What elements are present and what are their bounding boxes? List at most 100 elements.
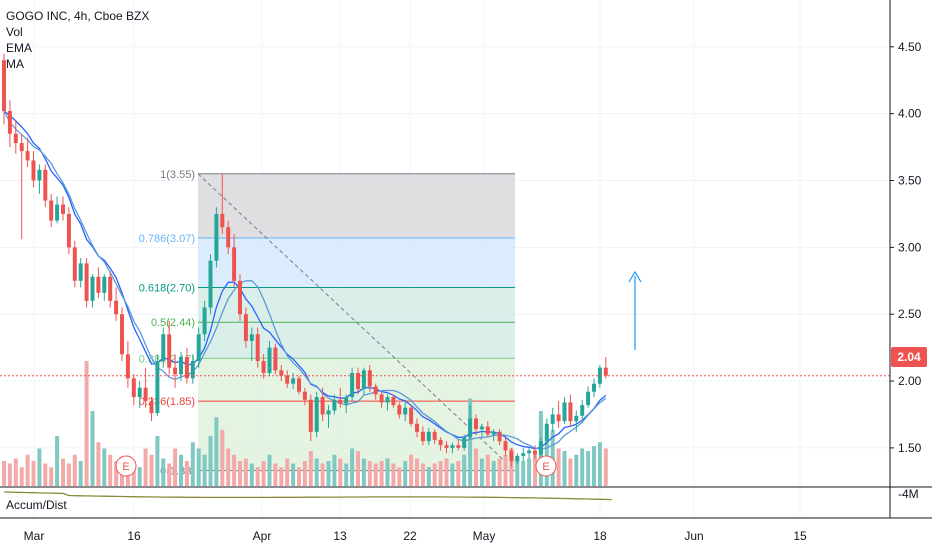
candle <box>420 426 425 446</box>
volume-bar <box>450 463 455 486</box>
candle <box>184 347 189 384</box>
volume-bar <box>515 458 520 486</box>
candlesticks <box>0 53 890 467</box>
candle <box>173 354 178 388</box>
candle <box>232 233 237 288</box>
candle-body <box>72 247 77 281</box>
candle-body <box>66 213 71 248</box>
candle-body <box>391 397 396 406</box>
x-tick-label: Mar <box>24 529 45 543</box>
candle <box>167 320 172 375</box>
candle-body <box>314 397 319 432</box>
candle-body <box>521 453 526 456</box>
candle-body <box>409 407 414 424</box>
candle-body <box>114 300 119 315</box>
volume-bar <box>131 461 136 486</box>
candle <box>78 258 83 288</box>
candle <box>125 340 130 388</box>
candle-body <box>462 437 467 448</box>
volume-bar <box>409 454 414 486</box>
volume-bar <box>332 454 337 486</box>
volume-bar <box>361 458 366 486</box>
candle <box>308 394 313 442</box>
candle-body <box>90 276 95 301</box>
candle <box>550 407 555 432</box>
candle-body <box>350 373 355 398</box>
volume-bar <box>255 467 260 486</box>
legend-vol[interactable]: Vol <box>6 25 23 39</box>
candle <box>533 445 537 459</box>
volume-bar <box>90 411 95 486</box>
volume-bar <box>350 448 355 486</box>
volume-bar <box>574 454 579 486</box>
y-tick-label: 1.50 <box>898 441 922 455</box>
candle-body <box>397 405 402 415</box>
candle-body <box>226 227 231 248</box>
candle <box>25 137 30 168</box>
volume-bar <box>184 461 189 486</box>
chart-legend: GOGO INC, 4h, Cboe BZX Vol EMA MA <box>6 8 149 72</box>
volume-bar <box>66 463 71 486</box>
candle-body <box>261 360 266 374</box>
volume-bar <box>597 442 602 486</box>
x-tick-label: 18 <box>593 529 607 543</box>
candle-body <box>550 414 555 424</box>
volume-bar <box>238 461 242 486</box>
accum-dist-label[interactable]: Accum/Dist <box>6 498 67 512</box>
candle <box>356 367 360 395</box>
candle-body <box>574 415 579 422</box>
legend-symbol[interactable]: GOGO INC, 4h, Cboe BZX <box>6 9 150 23</box>
volume-bar <box>267 454 272 486</box>
candle <box>409 405 414 427</box>
candle-body <box>279 370 284 376</box>
candle <box>238 274 242 321</box>
candle <box>208 254 213 315</box>
volume-bar <box>503 454 508 486</box>
candle <box>196 327 201 368</box>
volume-bar <box>37 448 42 486</box>
candle <box>456 439 461 451</box>
volume-bar <box>31 461 36 486</box>
volume-bar <box>438 461 443 486</box>
candle <box>37 164 42 194</box>
volume-bar <box>462 454 467 486</box>
candle-body <box>184 356 189 379</box>
candle-body <box>31 160 36 181</box>
y-tick-label: 4.00 <box>898 107 922 121</box>
candle <box>597 364 602 388</box>
candle <box>503 437 508 456</box>
candle-body <box>533 450 537 455</box>
volume-bar <box>356 451 360 486</box>
volume-bar <box>7 463 12 486</box>
candle-body <box>49 200 54 221</box>
candle <box>314 391 319 438</box>
volume-bar <box>550 429 555 486</box>
candle <box>143 367 148 408</box>
legend-ma[interactable]: MA <box>6 57 24 71</box>
volume-bar <box>479 458 484 486</box>
candle <box>31 151 36 188</box>
candle <box>332 394 337 415</box>
fib-level-label: 0.5(2.44) <box>151 317 195 329</box>
candle <box>462 434 467 451</box>
candle-body <box>420 431 425 442</box>
candle-body <box>120 314 124 355</box>
candle <box>226 220 231 255</box>
volume-bar <box>61 458 65 486</box>
legend-ema[interactable]: EMA <box>6 41 33 55</box>
candle-body <box>267 347 272 374</box>
candle-body <box>438 439 443 446</box>
volume-bar <box>78 461 83 486</box>
x-tick-label: 16 <box>127 529 141 543</box>
candle-body <box>379 394 384 403</box>
volume-bar <box>497 458 502 486</box>
candle-body <box>302 391 307 400</box>
candle-body <box>479 426 484 430</box>
volume-bar <box>344 463 349 486</box>
volume-bar <box>279 467 284 486</box>
candle-body <box>308 399 313 432</box>
volume-bar <box>261 461 266 486</box>
candle <box>320 387 325 422</box>
volume-bar <box>13 458 18 486</box>
candle-body <box>527 450 532 454</box>
